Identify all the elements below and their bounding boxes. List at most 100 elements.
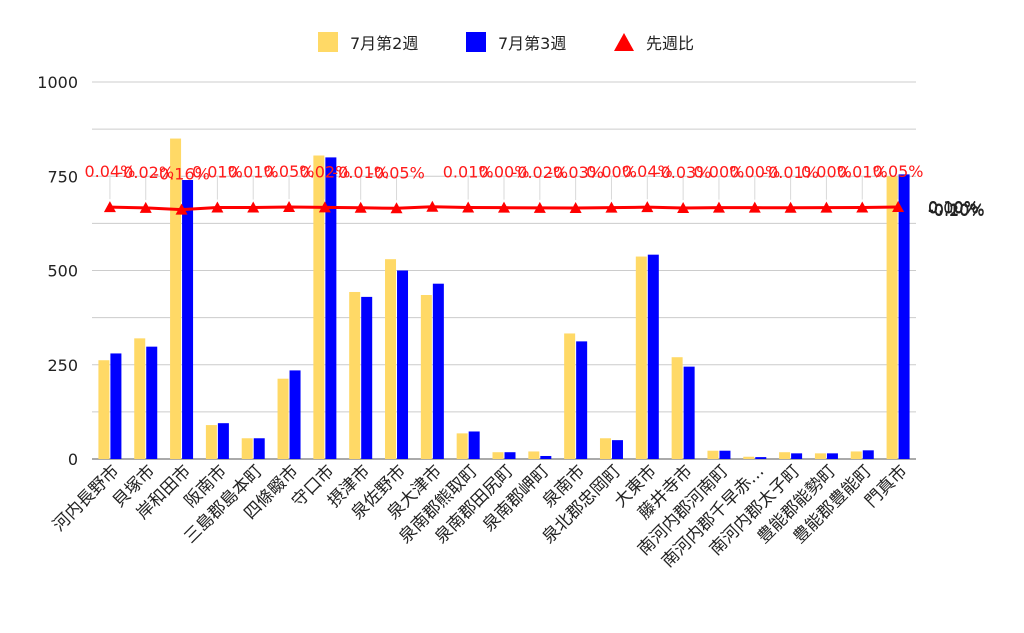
right-tick-label: -0.20% (928, 201, 985, 220)
right-tick-label: -0.10% (928, 200, 985, 219)
line-marker (390, 202, 403, 214)
bar-week2 (886, 176, 898, 459)
line-marker (283, 201, 296, 213)
line-data-label: 0.04% (84, 162, 135, 181)
right-tick-label: 0.00% (928, 199, 979, 218)
line-marker (892, 201, 905, 213)
line-data-label: 0.05% (873, 162, 924, 181)
legend: 7月第2週 7月第3週 先週比 (318, 32, 694, 53)
line-data-label: -0.16% (153, 165, 210, 184)
gridlines (92, 81, 916, 460)
bar-week2 (277, 378, 289, 459)
line-data-label: 0.00% (694, 163, 745, 182)
line-marker (677, 202, 690, 214)
bar-week3 (647, 254, 659, 459)
legend-label-1: 7月第3週 (498, 34, 566, 53)
line-marker (748, 201, 761, 213)
category-labels: 河内長野市貝塚市岸和田市阪南市三島郡島本町四條畷市守口市摂津市泉佐野市泉大津市泉… (49, 461, 911, 571)
left-tick-label: 500 (47, 262, 78, 281)
bar-week3 (504, 452, 516, 459)
left-tick-label: 0 (68, 450, 78, 469)
bar-week2 (779, 452, 791, 459)
line-data-label: 0.01% (192, 163, 243, 182)
line-data-label: 0.01% (443, 163, 494, 182)
right-axis: -0.20%-0.10%0.00%0.10% (928, 197, 985, 220)
line-marker (354, 201, 367, 213)
legend-swatch-1 (466, 32, 486, 52)
bar-week2 (241, 438, 253, 459)
bar-week3 (468, 431, 480, 459)
line-data-label: 0.02% (299, 162, 350, 181)
bar-week3 (325, 157, 337, 459)
bar-week3 (611, 440, 623, 459)
line-marker (462, 201, 475, 213)
left-tick-label: 750 (47, 167, 78, 186)
bar-week2 (456, 433, 468, 459)
line-marker (605, 201, 618, 213)
line-series (103, 200, 905, 215)
bar-week2 (349, 291, 361, 459)
bar-week2 (205, 425, 217, 459)
bar-week2 (420, 295, 432, 459)
line-marker (175, 203, 188, 215)
bar-week3 (217, 423, 229, 459)
legend-label-0: 7月第2週 (350, 34, 418, 53)
bar-week3 (361, 296, 373, 459)
bar-week3 (898, 174, 910, 460)
bar-week3 (110, 353, 122, 459)
line-data-label: -0.01% (762, 163, 819, 182)
line-data-label: -0.03% (655, 163, 712, 182)
bar-week2 (850, 451, 862, 459)
bar-week2 (814, 453, 826, 459)
bar-week2 (492, 452, 504, 459)
line-data-label: -0.03% (547, 163, 604, 182)
left-tick-label: 1000 (37, 73, 78, 92)
bar-week3 (683, 366, 695, 459)
bar-week2 (635, 256, 647, 459)
line-data-label: -0.02% (117, 163, 174, 182)
bar-week2 (707, 450, 719, 459)
bar-week3 (182, 180, 194, 459)
line-marker (318, 201, 331, 213)
line-data-label: -0.01% (332, 163, 389, 182)
line-data-label: 0.00% (586, 163, 637, 182)
bar-week2 (564, 333, 576, 459)
bar-week2 (671, 357, 683, 459)
bar-week3 (576, 341, 588, 459)
line-data-label: 0.01% (228, 163, 279, 182)
bars (98, 138, 910, 460)
line-data-label: 0.01% (837, 163, 888, 182)
bar-week3 (397, 270, 409, 459)
line-marker (641, 201, 654, 213)
line-marker (820, 201, 833, 213)
line-data-label: 0.00% (729, 163, 780, 182)
bar-week3 (791, 453, 803, 459)
line-marker (247, 201, 260, 213)
bar-week3 (432, 283, 444, 459)
legend-swatch-2 (614, 33, 634, 51)
line-data-label: 0.00% (801, 163, 852, 182)
bar-week2 (743, 456, 755, 459)
line-data-label: 0.04% (622, 162, 673, 181)
bar-week2 (134, 338, 146, 459)
line-marker (784, 201, 797, 213)
line-marker (139, 201, 152, 213)
line-marker (211, 201, 224, 213)
left-tick-label: 250 (47, 356, 78, 375)
line-data-label: -0.02% (512, 163, 569, 182)
bar-week2 (98, 360, 110, 459)
line-marker (856, 201, 869, 213)
line-marker (103, 201, 116, 213)
line-data-label: -0.05% (368, 163, 425, 182)
line-marker (569, 202, 582, 214)
line-marker (533, 201, 546, 213)
bar-week2 (313, 155, 325, 459)
bar-week2 (170, 138, 182, 460)
bar-week3 (540, 455, 552, 459)
line-marker (712, 201, 725, 213)
bar-week2 (385, 259, 397, 459)
bar-week3 (719, 450, 731, 459)
bar-week3 (826, 453, 838, 459)
bar-week3 (146, 346, 158, 459)
